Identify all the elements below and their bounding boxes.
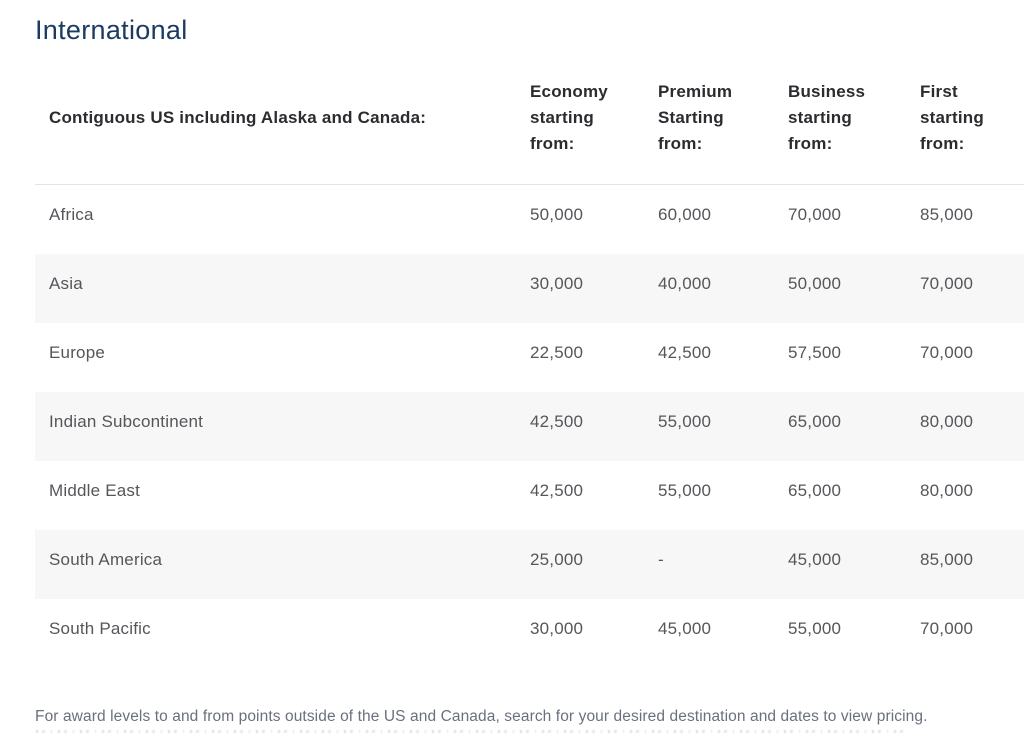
clipped-text-top-edge [36, 730, 909, 733]
region-cell: Indian Subcontinent [35, 392, 530, 461]
economy-value-cell: 30,000 [530, 254, 658, 323]
economy-value-cell: 30,000 [530, 619, 584, 638]
column-header-first: First starting from: [920, 47, 1024, 185]
first-value-cell: 85,000 [920, 530, 1024, 599]
business-value-cell: 70,000 [788, 205, 842, 224]
column-header-business: Business starting from: [788, 47, 920, 185]
premium-value-cell: 45,000 [658, 619, 712, 638]
table-body: Africa 50,000 60,000 70,000 85,000 Asia … [35, 185, 1024, 669]
table-row: Indian Subcontinent 42,500 55,000 65,000… [35, 392, 1024, 461]
economy-value-cell: 42,500 [530, 392, 658, 461]
table-row: Africa 50,000 60,000 70,000 85,000 [35, 185, 1024, 255]
first-value-cell: 80,000 [920, 481, 974, 500]
table-row: Middle East 42,500 55,000 65,000 80,000 [35, 461, 1024, 530]
region-cell: Middle East [49, 481, 141, 500]
region-cell: Asia [35, 254, 530, 323]
business-value-cell: 45,000 [788, 530, 920, 599]
first-value-cell: 80,000 [920, 392, 1024, 461]
table-row: Europe 22,500 42,500 57,500 70,000 [35, 323, 1024, 392]
region-cell: South America [35, 530, 530, 599]
economy-value-cell: 50,000 [530, 205, 584, 224]
table-row: South Pacific 30,000 45,000 55,000 70,00… [35, 599, 1024, 668]
business-value-cell: 55,000 [788, 619, 842, 638]
table-row: South America 25,000 - 45,000 85,000 [35, 530, 1024, 599]
economy-value-cell: 22,500 [530, 343, 584, 362]
first-value-cell: 70,000 [920, 619, 974, 638]
region-cell: Europe [49, 343, 106, 362]
premium-value-cell: 42,500 [658, 343, 712, 362]
economy-value-cell: 25,000 [530, 530, 658, 599]
region-cell: South Pacific [49, 619, 151, 638]
column-header-premium: Premium Starting from: [658, 47, 788, 185]
first-value-cell: 70,000 [920, 254, 1024, 323]
table-header-row: Contiguous US including Alaska and Canad… [35, 47, 1024, 185]
row-header-contiguous-us: Contiguous US including Alaska and Canad… [35, 47, 530, 185]
region-cell: Africa [49, 205, 94, 224]
premium-value-cell: - [658, 530, 788, 599]
first-value-cell: 85,000 [920, 205, 974, 224]
award-pricing-table: Contiguous US including Alaska and Canad… [35, 47, 1024, 668]
business-value-cell: 50,000 [788, 254, 920, 323]
business-value-cell: 65,000 [788, 481, 842, 500]
table-row: Asia 30,000 40,000 50,000 70,000 [35, 254, 1024, 323]
column-header-economy: Economy starting from: [530, 47, 658, 185]
page-title: International [35, 15, 188, 45]
premium-value-cell: 60,000 [658, 205, 712, 224]
footnote: For award levels to and from points outs… [35, 708, 928, 725]
business-value-cell: 65,000 [788, 392, 920, 461]
table-header: Contiguous US including Alaska and Canad… [35, 47, 1024, 185]
first-value-cell: 70,000 [920, 343, 974, 362]
economy-value-cell: 42,500 [530, 481, 584, 500]
premium-value-cell: 55,000 [658, 481, 712, 500]
premium-value-cell: 55,000 [658, 392, 788, 461]
business-value-cell: 57,500 [788, 343, 842, 362]
premium-value-cell: 40,000 [658, 254, 788, 323]
